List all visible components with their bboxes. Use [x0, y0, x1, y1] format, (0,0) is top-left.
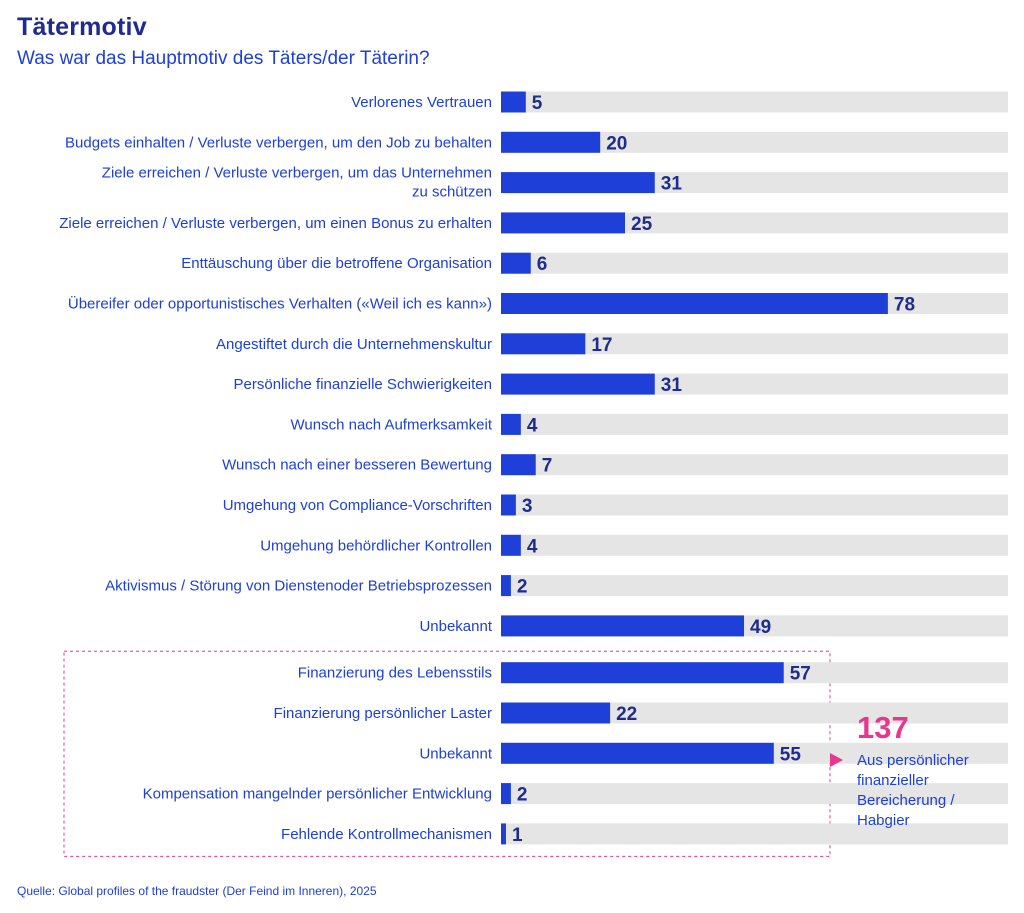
bar-value-label: 20	[606, 133, 627, 154]
bar-value-label: 49	[750, 617, 771, 638]
bar	[501, 823, 506, 845]
chart-subtitle: Was war das Hauptmotiv des Täters/der Tä…	[17, 48, 430, 69]
bar-value-label: 57	[790, 664, 811, 685]
category-label: Persönliche finanzielle Schwierigkeiten	[234, 376, 492, 393]
bar-track	[501, 131, 1008, 153]
category-label: Finanzierung des Lebensstils	[298, 665, 492, 682]
bar-value-label: 6	[537, 254, 548, 275]
bar	[501, 212, 625, 234]
bar-track	[501, 823, 1008, 845]
group-callout: 137 Aus persönlicher finanzieller Bereic…	[857, 712, 1007, 831]
bar-value-label: 1	[512, 825, 523, 846]
category-label: Angestiftet durch die Unternehmenskultur	[216, 336, 492, 353]
category-label: Budgets einhalten / Verluste verbergen, …	[65, 134, 492, 151]
bar	[501, 534, 521, 556]
category-label: Fehlende Kontrollmechanismen	[281, 826, 492, 843]
bar-value-label: 22	[616, 704, 637, 725]
callout-arrow-icon	[830, 753, 843, 767]
source-note: Quelle: Global profiles of the fraudster…	[17, 884, 377, 898]
bar-track	[501, 212, 1008, 234]
bar	[501, 702, 611, 724]
bar	[501, 662, 784, 684]
bar	[501, 575, 511, 597]
bar	[501, 615, 745, 637]
bar-track	[501, 702, 1008, 724]
bar-value-label: 7	[542, 456, 553, 477]
bar	[501, 333, 586, 355]
bar-value-label: 31	[661, 375, 683, 396]
bar-track	[501, 494, 1008, 516]
category-label: Umgehung von Compliance-Vorschriften	[223, 497, 492, 514]
bar-value-label: 55	[780, 744, 802, 765]
bar-track	[501, 783, 1008, 805]
bar-track	[501, 413, 1008, 435]
bar	[501, 783, 511, 805]
bar	[501, 131, 601, 153]
category-label: Übereifer oder opportunistisches Verhalt…	[68, 295, 492, 313]
bar-value-label: 78	[894, 295, 915, 316]
bar-chart: 5 Verlorenes Vertrauen 20 Budgets einhalten…	[59, 91, 1008, 857]
category-label: Unbekannt	[419, 618, 492, 635]
bar	[501, 172, 655, 194]
bar-value-label: 4	[527, 415, 538, 436]
bar-value-label: 17	[591, 335, 612, 356]
bar	[501, 293, 888, 314]
bar-track	[501, 252, 1008, 274]
category-label: Wunsch nach einer besseren Bewertung	[222, 457, 492, 474]
bar-value-label: 25	[631, 214, 653, 235]
category-label: Verlorenes Vertrauen	[351, 94, 492, 111]
bar-track	[501, 91, 1008, 113]
bar	[501, 494, 516, 516]
category-label: Wunsch nach Aufmerksamkeit	[291, 416, 493, 433]
bar-track	[501, 454, 1008, 476]
bar-value-label: 4	[527, 536, 538, 557]
bar	[501, 373, 655, 395]
bar-track	[501, 575, 1008, 597]
bar-track	[501, 333, 1008, 355]
bar-value-label: 2	[517, 577, 528, 598]
chart-title: Tätermotiv	[17, 13, 147, 41]
bar	[501, 413, 521, 435]
category-label: Finanzierung persönlicher Laster	[274, 705, 492, 722]
bar-value-label: 2	[517, 785, 528, 806]
category-label: Ziele erreichen / Verluste verbergen, um…	[102, 165, 492, 201]
bar	[501, 742, 774, 764]
bar	[501, 454, 536, 476]
category-label: Ziele erreichen / Verluste verbergen, um…	[59, 215, 492, 232]
group-total-label: Aus persönlicher finanzieller Bereicheru…	[857, 752, 969, 829]
bar-track	[501, 534, 1008, 556]
bar-value-label: 3	[522, 496, 533, 517]
category-label: Kompensation mangelnder persönlicher Ent…	[143, 786, 492, 803]
category-label: Unbekannt	[419, 745, 492, 762]
bar-value-label: 31	[661, 174, 683, 195]
bar	[501, 252, 531, 274]
group-total-value: 137	[857, 710, 909, 745]
bar-value-label: 5	[532, 93, 543, 114]
category-label: Enttäuschung über die betroffene Organis…	[181, 255, 492, 272]
category-label: Umgehung behördlicher Kontrollen	[260, 537, 492, 554]
category-label: Aktivismus / Störung von Dienstenoder Be…	[105, 578, 492, 595]
bar	[501, 91, 526, 113]
